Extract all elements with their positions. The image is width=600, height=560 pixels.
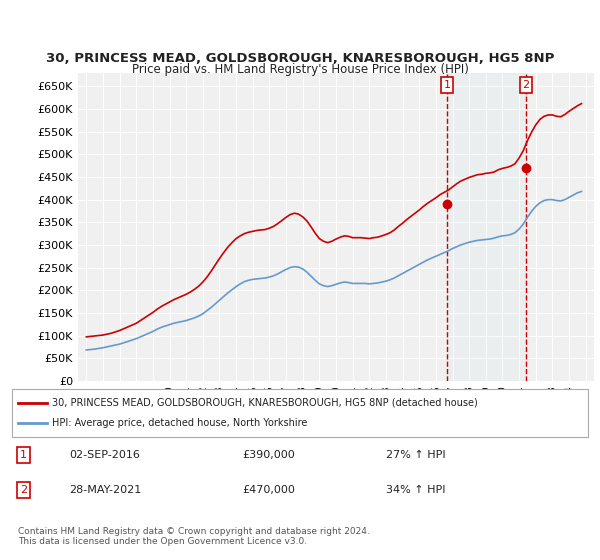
Text: 1: 1 (443, 80, 451, 90)
Text: Contains HM Land Registry data © Crown copyright and database right 2024.
This d: Contains HM Land Registry data © Crown c… (18, 526, 370, 546)
Bar (447, 73, 526, 381)
Text: 2: 2 (20, 485, 27, 495)
Text: HPI: Average price, detached house, North Yorkshire: HPI: Average price, detached house, Nort… (52, 418, 308, 428)
Text: 1: 1 (20, 450, 27, 460)
Text: 28-MAY-2021: 28-MAY-2021 (70, 485, 142, 495)
Text: 27% ↑ HPI: 27% ↑ HPI (386, 450, 446, 460)
Text: 02-SEP-2016: 02-SEP-2016 (70, 450, 140, 460)
Text: £390,000: £390,000 (242, 450, 295, 460)
Text: £470,000: £470,000 (242, 485, 295, 495)
Text: 30, PRINCESS MEAD, GOLDSBOROUGH, KNARESBOROUGH, HG5 8NP: 30, PRINCESS MEAD, GOLDSBOROUGH, KNARESB… (46, 52, 554, 66)
Text: Price paid vs. HM Land Registry's House Price Index (HPI): Price paid vs. HM Land Registry's House … (131, 63, 469, 77)
Text: 30, PRINCESS MEAD, GOLDSBOROUGH, KNARESBOROUGH, HG5 8NP (detached house): 30, PRINCESS MEAD, GOLDSBOROUGH, KNARESB… (52, 398, 478, 408)
FancyBboxPatch shape (12, 389, 588, 437)
Text: 34% ↑ HPI: 34% ↑ HPI (386, 485, 446, 495)
Text: 2: 2 (523, 80, 529, 90)
